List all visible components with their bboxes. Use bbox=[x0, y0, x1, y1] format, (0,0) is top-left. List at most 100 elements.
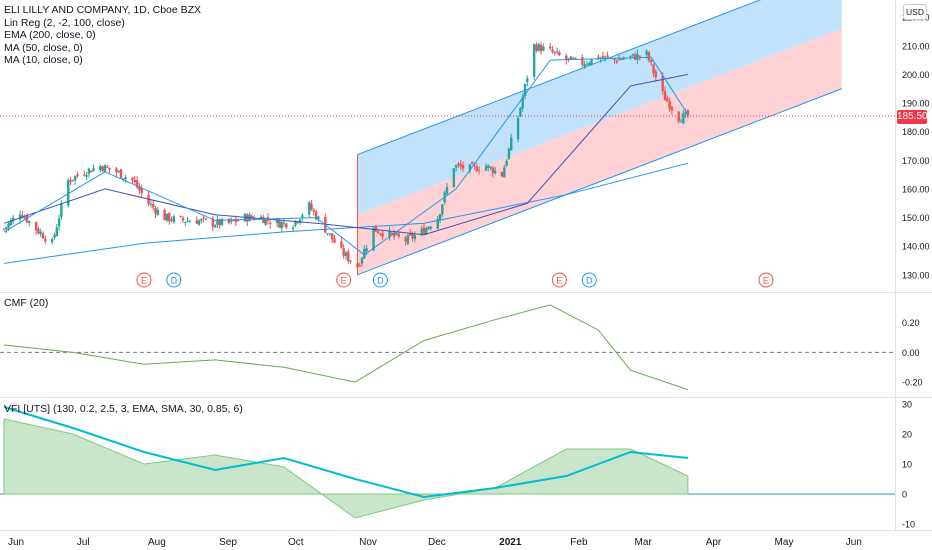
y-tick-label: 170.00 bbox=[902, 156, 930, 166]
currency-button[interactable]: USD bbox=[903, 4, 927, 20]
candle-body bbox=[459, 163, 462, 167]
chart-title: ELI LILLY AND COMPANY, 1D, Cboe BZX bbox=[4, 4, 202, 16]
candle-body bbox=[652, 64, 655, 73]
candle-body bbox=[149, 203, 153, 205]
candle-body bbox=[151, 204, 155, 208]
candle-body bbox=[197, 220, 201, 225]
candle-body bbox=[670, 106, 674, 111]
candle-body bbox=[411, 234, 414, 239]
y-tick-label: 160.00 bbox=[902, 184, 930, 194]
candle-body bbox=[356, 263, 359, 268]
candle-body bbox=[436, 219, 439, 229]
candle-body bbox=[493, 170, 497, 174]
vfi-pane-label[interactable]: VFI [UTS] (130, 0.2, 2.5, 3, EMA, SMA, 3… bbox=[4, 403, 243, 415]
candle-body bbox=[328, 233, 332, 235]
candle-body bbox=[372, 227, 375, 251]
candle-body bbox=[381, 233, 384, 237]
candle-body bbox=[57, 218, 61, 227]
candle-body bbox=[388, 230, 391, 238]
candle-body bbox=[101, 166, 104, 171]
candle-body bbox=[392, 232, 396, 237]
y-tick-label: 200.00 bbox=[902, 70, 930, 80]
candle-body bbox=[553, 51, 557, 53]
candle-body bbox=[28, 221, 31, 223]
candle-body bbox=[7, 223, 10, 228]
candle-body bbox=[532, 44, 536, 77]
candle-body bbox=[264, 218, 267, 225]
candle-body bbox=[429, 226, 433, 229]
candle-body bbox=[344, 252, 348, 257]
candle-body bbox=[631, 53, 635, 56]
candle-body bbox=[549, 46, 552, 49]
cmf-pane-label[interactable]: CMF (20) bbox=[4, 297, 49, 309]
candle-body bbox=[262, 216, 265, 223]
candle-body bbox=[285, 223, 288, 228]
candle-body bbox=[9, 220, 13, 226]
candle-body bbox=[516, 118, 520, 140]
candle-body bbox=[413, 235, 417, 240]
x-tick-label: Jul bbox=[77, 537, 90, 548]
legend-linreg[interactable]: Lin Reg (2, -2, 100, close) bbox=[4, 16, 125, 29]
candle-body bbox=[613, 58, 616, 60]
candle-body bbox=[565, 55, 568, 61]
x-tick-label: Feb bbox=[570, 537, 588, 548]
legend-ema[interactable]: EMA (200, close, 0) bbox=[4, 29, 96, 42]
candle-body bbox=[438, 214, 442, 221]
y-tick-label: 0.00 bbox=[902, 348, 920, 358]
candle-body bbox=[645, 50, 648, 55]
candle-body bbox=[310, 203, 313, 210]
event-marker-label: E bbox=[763, 276, 769, 286]
candle-body bbox=[39, 232, 42, 234]
candle-body bbox=[108, 167, 111, 170]
last-price-tag: 185.50 bbox=[897, 110, 928, 124]
x-tick-label: May bbox=[775, 537, 794, 548]
candle-body bbox=[296, 222, 299, 224]
candle-body bbox=[555, 51, 559, 53]
candle-body bbox=[23, 217, 26, 219]
candle-body bbox=[298, 219, 302, 223]
candle-body bbox=[677, 111, 680, 122]
linreg-upper-band bbox=[357, 0, 842, 215]
candle-body bbox=[477, 169, 481, 171]
legend-ma10[interactable]: MA (10, close, 0) bbox=[4, 54, 83, 67]
vfi-signal-line bbox=[3, 406, 689, 499]
candle-body bbox=[409, 233, 412, 236]
y-tick-label: 130.00 bbox=[902, 270, 930, 280]
candle-body bbox=[236, 220, 240, 222]
candle-body bbox=[360, 257, 364, 264]
candle-body bbox=[133, 180, 137, 183]
candle-body bbox=[294, 220, 297, 226]
x-tick-label: 2021 bbox=[499, 537, 522, 548]
candle-body bbox=[131, 177, 134, 181]
candle-body bbox=[220, 219, 224, 225]
x-tick-label: Apr bbox=[706, 537, 722, 548]
candle-body bbox=[211, 218, 215, 227]
candle-body bbox=[422, 227, 426, 235]
candle-body bbox=[340, 241, 343, 248]
candle-body bbox=[117, 171, 120, 173]
candle-body bbox=[585, 63, 589, 65]
candle-body bbox=[583, 64, 586, 67]
linreg-lower-line bbox=[357, 88, 842, 276]
candle-body bbox=[604, 56, 607, 58]
candle-body bbox=[119, 169, 123, 179]
candle-body bbox=[186, 220, 189, 222]
candle-body bbox=[539, 44, 543, 52]
candle-body bbox=[213, 225, 217, 228]
event-marker-label: D bbox=[377, 276, 384, 286]
candle-body bbox=[663, 91, 667, 101]
candle-body bbox=[615, 60, 618, 63]
candle-body bbox=[122, 178, 125, 180]
cmf-line bbox=[3, 304, 689, 391]
candle-body bbox=[99, 166, 102, 171]
candle-body bbox=[569, 56, 573, 60]
candle-body bbox=[491, 167, 495, 174]
candle-body bbox=[379, 233, 382, 235]
candle-body bbox=[181, 217, 185, 221]
candle-body bbox=[523, 83, 527, 97]
candle-body bbox=[475, 166, 478, 172]
legend-ma50[interactable]: MA (50, close, 0) bbox=[4, 41, 83, 54]
candle-body bbox=[636, 53, 639, 60]
candle-body bbox=[542, 46, 545, 51]
candle-body bbox=[90, 170, 93, 173]
